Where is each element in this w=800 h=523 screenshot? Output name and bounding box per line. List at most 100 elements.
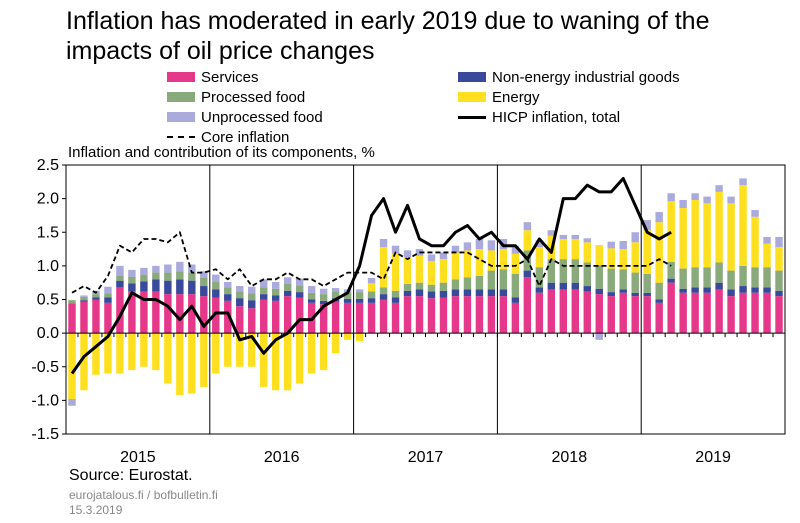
bar-segment bbox=[691, 193, 699, 200]
legend-swatch-energy bbox=[458, 92, 486, 103]
bar-segment bbox=[331, 288, 340, 292]
bar-segment bbox=[487, 270, 496, 290]
bar-segment bbox=[703, 196, 711, 204]
bar-segment bbox=[775, 247, 783, 271]
bar-segment bbox=[535, 247, 544, 268]
bar-segment bbox=[319, 294, 328, 301]
bar-segment bbox=[643, 292, 651, 297]
bar-segment bbox=[739, 286, 747, 293]
bar-segment bbox=[355, 292, 364, 299]
y-axis: 2.5 2.0 1.5 1.0 0.5 0.0 -0.5 -1.0 -1.5 bbox=[31, 157, 66, 443]
bar-segment bbox=[751, 267, 759, 288]
bar-segment bbox=[415, 255, 424, 283]
bar-segment bbox=[248, 333, 256, 367]
plot-border bbox=[65, 164, 786, 435]
bar-segment bbox=[619, 240, 627, 250]
bar-segment bbox=[128, 269, 136, 277]
bar-segment bbox=[643, 296, 651, 334]
bar-segment bbox=[739, 265, 747, 287]
bar-segment bbox=[319, 300, 328, 305]
bar-segment bbox=[607, 248, 615, 269]
bar-segment bbox=[547, 259, 556, 283]
bar-segment bbox=[763, 243, 771, 268]
bar-segment bbox=[727, 270, 735, 290]
bar-segment bbox=[499, 269, 508, 290]
bar-segment bbox=[571, 234, 580, 239]
bar-segment bbox=[224, 333, 232, 367]
bar-segment bbox=[295, 333, 304, 384]
bar-segment bbox=[463, 242, 472, 251]
legend-item-services: Services bbox=[167, 69, 259, 87]
y-tick-label: -0.5 bbox=[31, 359, 59, 376]
bar-segment bbox=[487, 250, 496, 271]
bar-segment bbox=[547, 289, 556, 334]
bar-segment bbox=[224, 294, 232, 301]
bar-segment bbox=[547, 230, 556, 236]
bar-segment bbox=[559, 259, 568, 283]
bar-segment bbox=[104, 297, 112, 303]
bar-segment bbox=[212, 281, 220, 290]
bar-segment bbox=[224, 300, 232, 334]
bar-segment bbox=[727, 196, 735, 204]
bar-segment bbox=[355, 298, 364, 303]
bar-segment bbox=[691, 292, 699, 334]
legend-label-unprocessed-food: Unprocessed food bbox=[201, 109, 323, 126]
bar-segment bbox=[68, 333, 76, 400]
bar-segment bbox=[595, 288, 603, 295]
bar-segment bbox=[164, 333, 172, 384]
bar-segment bbox=[559, 282, 568, 290]
bar-segment bbox=[751, 287, 759, 293]
bar-segment bbox=[415, 296, 424, 334]
bar-segment bbox=[739, 185, 747, 266]
bar-segment bbox=[499, 289, 508, 297]
bar-segment bbox=[140, 267, 148, 275]
bar-segment bbox=[236, 298, 244, 307]
core-inflation-line bbox=[71, 231, 672, 294]
bar-segment bbox=[523, 277, 532, 334]
bar-segment bbox=[703, 287, 711, 293]
bar-segment bbox=[619, 289, 627, 293]
bar-segment bbox=[631, 292, 639, 297]
bar-segment bbox=[104, 293, 112, 298]
bar-segment bbox=[679, 292, 687, 334]
bar-segment bbox=[451, 245, 460, 253]
bar-segment bbox=[343, 298, 352, 303]
bar-segment bbox=[164, 264, 172, 273]
bar-segment bbox=[523, 230, 532, 251]
bar-segment bbox=[283, 333, 292, 391]
bar-segment bbox=[571, 238, 580, 260]
bar-segment bbox=[128, 276, 136, 284]
bar-segment bbox=[595, 294, 603, 334]
bar-segment bbox=[80, 301, 88, 334]
bar-segment bbox=[775, 270, 783, 291]
bar-segment bbox=[307, 299, 316, 303]
bar-segment bbox=[283, 290, 292, 297]
bar-segment bbox=[271, 282, 280, 289]
bar-segment bbox=[715, 191, 723, 263]
bar-segment bbox=[739, 178, 747, 186]
plot-frame bbox=[65, 164, 786, 435]
bar-segment bbox=[367, 302, 376, 334]
legend-label-processed-food: Processed food bbox=[201, 89, 306, 106]
y-tick-label: 1.5 bbox=[37, 224, 59, 241]
bar-segment bbox=[427, 298, 436, 334]
bar-segment bbox=[607, 268, 615, 293]
bar-segment bbox=[487, 240, 496, 251]
bar-segment bbox=[775, 296, 783, 334]
bar-segment bbox=[763, 236, 771, 244]
bar-segment bbox=[260, 279, 268, 288]
bar-segment bbox=[727, 296, 735, 334]
bar-segment bbox=[200, 333, 208, 387]
bar-segment bbox=[92, 297, 100, 300]
bar-segment bbox=[427, 284, 436, 292]
bar-segment bbox=[499, 296, 508, 334]
bar-segment bbox=[619, 269, 627, 290]
bar-segment bbox=[571, 259, 580, 283]
bar-segment bbox=[236, 306, 244, 334]
bar-segment bbox=[176, 279, 184, 295]
bar-segment bbox=[727, 203, 735, 271]
bar-segment bbox=[439, 282, 448, 291]
bar-segment bbox=[116, 265, 124, 276]
bar-segment bbox=[511, 273, 520, 298]
bar-segment bbox=[367, 298, 376, 303]
